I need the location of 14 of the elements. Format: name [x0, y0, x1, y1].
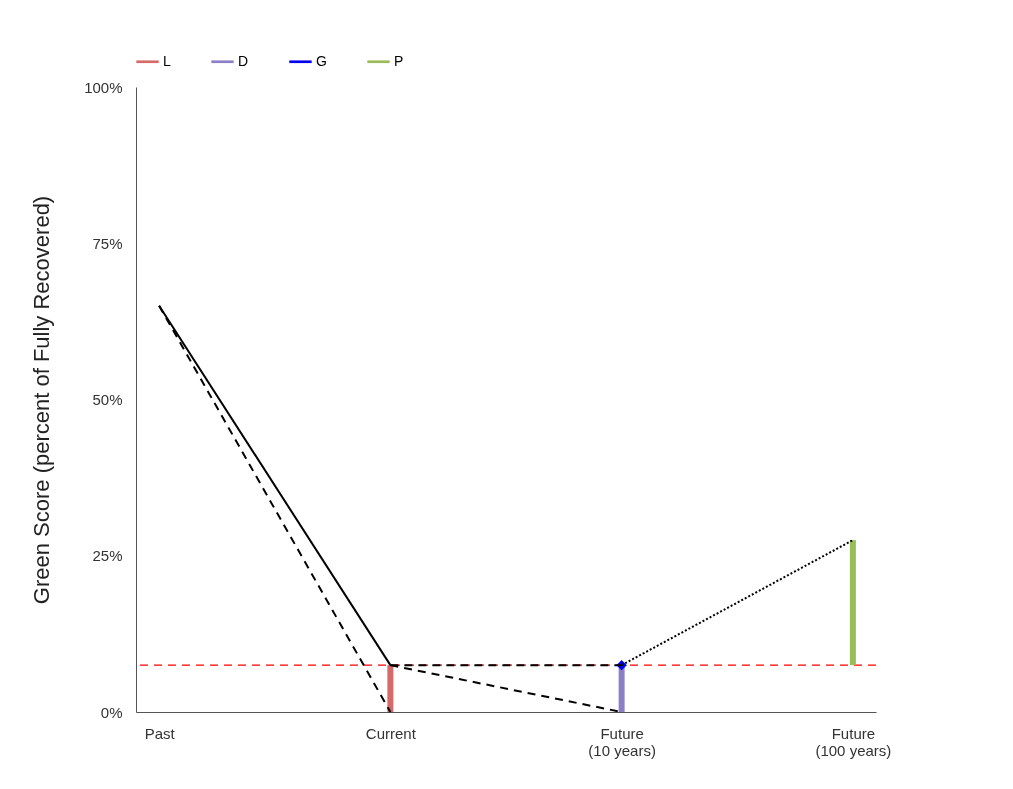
y-tick-label: 50%	[92, 391, 123, 408]
legend-label: P	[394, 52, 404, 69]
legend-label: L	[163, 52, 171, 69]
x-tick-label: Future (10 years)	[588, 724, 656, 759]
y-tick-label: 0%	[100, 703, 123, 721]
legend-label: D	[238, 52, 249, 69]
y-tick-label: 100%	[84, 78, 123, 96]
y-axis-title: Green Score (percent of Fully Recovered)	[29, 195, 55, 605]
y-tick-label: 75%	[92, 234, 123, 252]
y-tick-label: 25%	[92, 547, 123, 565]
x-tick-label: Current	[365, 724, 417, 742]
x-tick-label: Future (100 years)	[815, 724, 892, 759]
x-tick-label: Past	[144, 724, 176, 742]
legend-label: G	[316, 52, 327, 69]
